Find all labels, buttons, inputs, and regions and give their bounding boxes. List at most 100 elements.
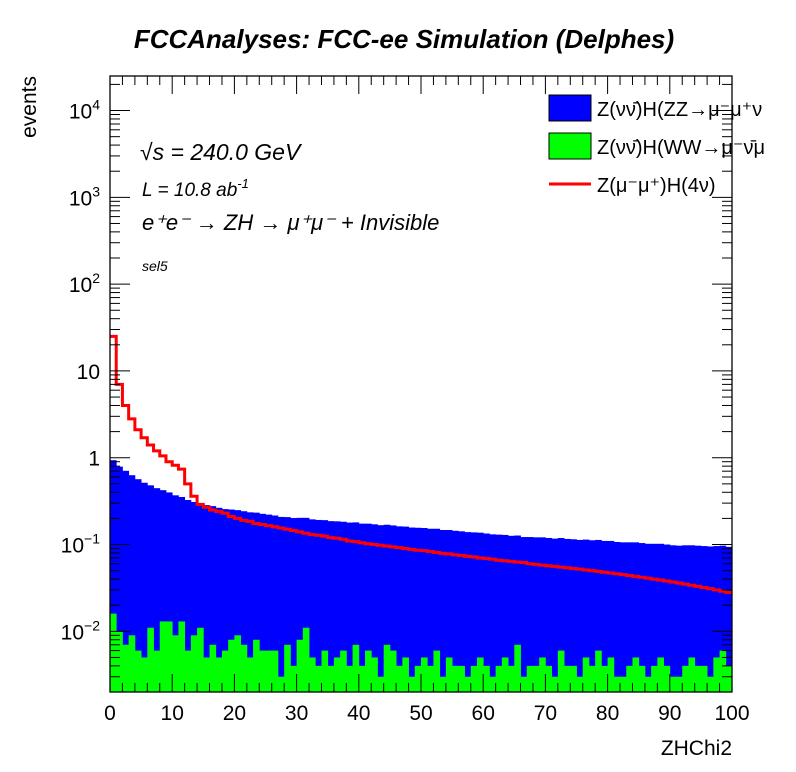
bar-series0-bin-25 (265, 514, 273, 692)
bar-series0-bin-97 (713, 546, 720, 692)
bar-series1-bin-97 (713, 657, 720, 692)
bar-series1-bin-83 (626, 665, 633, 692)
x-tick-label: 10 (161, 702, 184, 725)
bar-series1-bin-77 (588, 665, 596, 692)
bar-series1-bin-30 (296, 639, 304, 692)
bar-series1-bin-33 (315, 665, 322, 692)
bar-series1-bin-54 (445, 657, 453, 692)
bar-series1-bin-31 (302, 627, 310, 692)
bar-series1-bin-8 (159, 621, 167, 692)
x-tick-label: 30 (285, 702, 308, 725)
bar-series1-bin-35 (327, 665, 335, 692)
bar-series0-bin-31 (302, 517, 310, 692)
bar-series0-bin-83 (626, 542, 633, 692)
bar-series1-bin-84 (632, 657, 640, 692)
bar-series0-bin-15 (203, 505, 210, 692)
bar-series1-bin-62 (495, 665, 503, 692)
bar-series1-bin-70 (545, 665, 553, 692)
bar-series1-bin-15 (203, 657, 210, 692)
bar-series1-bin-82 (620, 676, 627, 692)
x-tick-label: 50 (409, 702, 432, 725)
bar-series0-bin-11 (178, 496, 186, 692)
bar-series1-bin-86 (644, 676, 652, 692)
x-tick-label: 80 (596, 702, 619, 725)
bar-series1-bin-88 (657, 657, 664, 692)
bar-series1-bin-57 (464, 676, 472, 692)
bar-series0-bin-44 (383, 524, 391, 692)
bar-series0-bin-74 (570, 539, 577, 692)
bar-series0-bin-77 (588, 540, 596, 692)
bar-series0-bin-7 (153, 488, 161, 692)
bar-series1-bin-29 (290, 665, 297, 692)
bar-series0-bin-10 (172, 495, 179, 692)
bar-series1-bin-1 (116, 631, 123, 692)
bar-series1-bin-59 (476, 657, 484, 692)
bar-series0-bin-40 (358, 523, 366, 692)
bar-series0-bin-64 (508, 535, 515, 692)
bar-series1-bin-93 (688, 657, 696, 692)
bar-series1-bin-6 (147, 627, 154, 692)
bar-series1-bin-34 (321, 650, 329, 692)
bar-series0-bin-93 (688, 545, 696, 692)
bar-series0-bin-41 (365, 523, 372, 692)
bar-series0-bin-38 (346, 522, 353, 692)
bar-series1-bin-75 (576, 676, 584, 692)
bar-series0-bin-46 (396, 526, 403, 692)
bar-series0-bin-86 (644, 543, 652, 692)
bar-series1-bin-27 (277, 676, 285, 692)
bar-series1-bin-94 (694, 665, 702, 692)
bar-series1-bin-5 (141, 657, 148, 692)
bar-series0-bin-51 (427, 528, 434, 692)
bar-series0-bin-23 (253, 512, 260, 692)
bar-series0-bin-89 (663, 544, 671, 692)
y-tick-label: 1 (88, 448, 100, 471)
bar-series1-bin-10 (172, 635, 179, 692)
bar-series1-bin-95 (700, 665, 708, 692)
series-line-0 (110, 334, 732, 595)
bar-series0-bin-5 (141, 482, 148, 692)
x-tick-label: 100 (714, 702, 749, 725)
bar-series1-bin-66 (520, 676, 528, 692)
bar-series1-bin-69 (539, 657, 546, 692)
y-ticks: 10−2 10−1 1 10 102 103 104 (61, 83, 732, 693)
bar-series0-bin-32 (309, 519, 316, 692)
bar-series0-bin-55 (452, 530, 459, 692)
y-tick-label: 10−2 (61, 617, 101, 644)
bar-series0-bin-14 (197, 502, 204, 692)
bar-series0-bin-27 (277, 516, 285, 692)
bar-series1-bin-60 (483, 665, 490, 692)
bar-series1-bin-9 (165, 621, 173, 692)
bar-series1-bin-24 (259, 650, 266, 692)
bar-series1-bin-74 (570, 665, 577, 692)
bar-series0-bin-18 (221, 509, 229, 692)
bar-series0-bin-88 (657, 543, 664, 692)
bar-series0-bin-79 (601, 540, 608, 692)
bar-series1-bin-65 (514, 644, 521, 692)
bar-series1-bin-28 (284, 644, 291, 692)
bar-series1-bin-32 (309, 657, 316, 692)
x-tick-label: 0 (104, 702, 116, 725)
bar-series0-bin-21 (240, 511, 248, 692)
bar-series0-bin-85 (638, 543, 646, 692)
bar-series0-bin-42 (371, 524, 378, 692)
bar-series0-bin-58 (470, 532, 478, 692)
bar-series1-bin-55 (452, 665, 459, 692)
bar-series1-bin-99 (725, 665, 733, 692)
x-tick-label: 20 (223, 702, 246, 725)
bar-series1-bin-52 (433, 650, 441, 692)
y-tick-label: 10−1 (61, 531, 101, 558)
bar-series0-bin-20 (234, 510, 242, 692)
bar-series1-bin-71 (551, 676, 559, 692)
bar-series0-bin-52 (433, 528, 441, 692)
bar-series1-bin-87 (651, 665, 658, 692)
bar-series0-bin-26 (271, 515, 279, 692)
bar-series0-bin-69 (539, 537, 546, 692)
bar-series1-bin-26 (271, 650, 279, 692)
bar-series0-bin-6 (147, 485, 154, 692)
bar-series0-bin-61 (489, 534, 497, 692)
bar-series1-bin-40 (358, 665, 366, 692)
bar-series1-bin-21 (240, 644, 248, 692)
bar-series1-bin-38 (346, 665, 353, 692)
bar-series0-bin-53 (439, 530, 447, 692)
